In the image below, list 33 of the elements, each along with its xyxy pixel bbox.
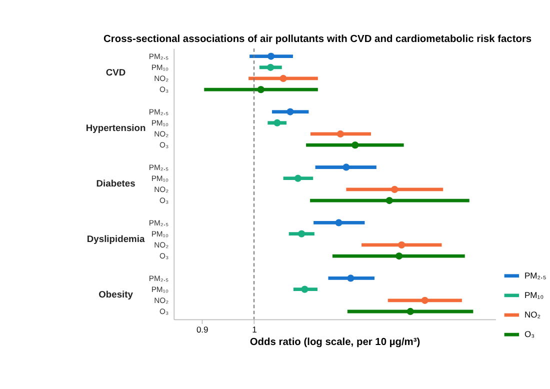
text: O₃ bbox=[160, 85, 169, 94]
text: O₃ bbox=[160, 140, 169, 150]
y-tick-label: CVD bbox=[106, 67, 126, 78]
y-tick-label: Hypertension bbox=[86, 122, 146, 133]
text: O₃ bbox=[160, 307, 169, 316]
legend-label: PM₁₀ bbox=[524, 290, 544, 300]
text: PM₂.₅ bbox=[148, 274, 169, 283]
legend-label: PM₂.₅ bbox=[524, 270, 546, 280]
text: NO₂ bbox=[154, 74, 169, 84]
x-tick-label: 0.9 bbox=[196, 324, 209, 334]
text: PM₂.₅ bbox=[148, 52, 169, 61]
chart-title: Cross-sectional associations of air pollutants with CVD and cardiometabolic risk factors bbox=[104, 34, 532, 46]
text: PM₁₀ bbox=[151, 118, 169, 128]
y-tick-label: Diabetes bbox=[96, 178, 136, 188]
legend-label: O₃ bbox=[524, 329, 535, 340]
text: O₃ bbox=[160, 196, 169, 206]
x-axis-title: Odds ratio (log scale, per 10 µg/m³) bbox=[250, 337, 420, 348]
text: NO₂ bbox=[154, 184, 169, 194]
text: PM₁₀ bbox=[151, 174, 169, 183]
text: NO₂ bbox=[154, 296, 169, 305]
y-tick-label: Obesity bbox=[98, 289, 134, 300]
y-tick-label: Dyslipidemia bbox=[86, 234, 146, 244]
text: PM₂.₅ bbox=[148, 162, 169, 172]
text: PM₂.₅ bbox=[148, 107, 169, 116]
text: NO₂ bbox=[154, 130, 169, 139]
legend-label: NO₂ bbox=[524, 310, 541, 320]
text: PM₁₀ bbox=[151, 62, 169, 72]
x-tick-label: 1 bbox=[252, 324, 258, 334]
text: PM₁₀ bbox=[151, 284, 169, 294]
text: PM₂.₅ bbox=[148, 218, 169, 228]
text: O₃ bbox=[160, 252, 169, 261]
text: PM₁₀ bbox=[151, 229, 169, 238]
text: NO₂ bbox=[154, 240, 169, 250]
